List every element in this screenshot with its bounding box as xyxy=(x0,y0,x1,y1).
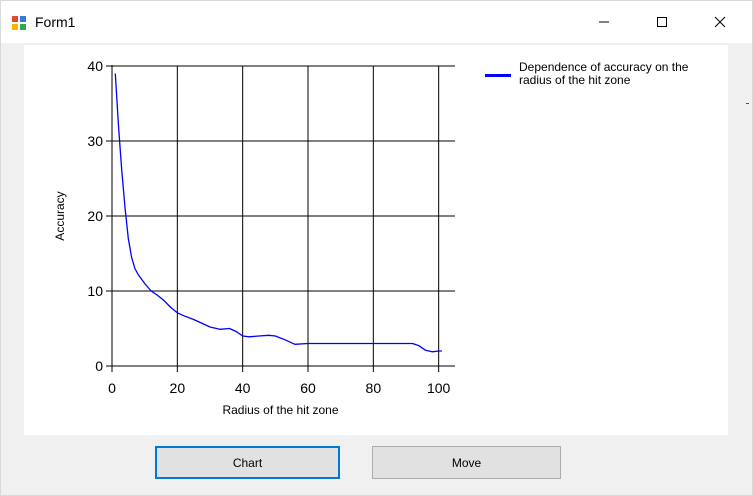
chart-grid xyxy=(112,65,455,366)
maximize-button[interactable] xyxy=(633,1,691,43)
x-tick-label: 0 xyxy=(108,380,116,396)
chart-button[interactable]: Chart xyxy=(155,446,340,479)
chart-axes xyxy=(106,65,455,372)
chart-panel: 0 10 20 30 40 0 20 40 60 80 100 Radius of the hit … xyxy=(24,45,728,435)
legend-series-swatch xyxy=(485,74,511,77)
y-tick-label: 40 xyxy=(87,58,103,74)
y-tick-label: 30 xyxy=(87,133,103,149)
window-edge-mark xyxy=(746,103,749,104)
window-title: Form1 xyxy=(35,14,76,30)
x-axis-label: Radius of the hit zone xyxy=(222,403,338,417)
chart-tick-labels: 0 10 20 30 40 0 20 40 60 80 100 xyxy=(87,58,450,396)
y-tick-label: 20 xyxy=(87,208,103,224)
minimize-button[interactable] xyxy=(575,1,633,43)
y-tick-label: 10 xyxy=(87,283,103,299)
x-tick-label: 60 xyxy=(300,380,316,396)
title-bar[interactable]: Form1 xyxy=(1,1,752,43)
move-button[interactable]: Move xyxy=(372,446,561,479)
y-tick-label: 0 xyxy=(95,358,103,374)
accuracy-chart: 0 10 20 30 40 0 20 40 60 80 100 Radius of the hit … xyxy=(53,58,455,417)
x-tick-label: 20 xyxy=(170,380,186,396)
x-tick-label: 80 xyxy=(366,380,382,396)
chart-legend: Dependence of accuracy on the radius of … xyxy=(485,61,715,87)
legend-series-label: Dependence of accuracy on the radius of … xyxy=(519,60,689,87)
y-axis-label: Accuracy xyxy=(53,191,67,240)
chart-series xyxy=(114,73,442,353)
form-app-icon xyxy=(11,15,27,31)
close-button[interactable] xyxy=(691,1,749,43)
minimize-icon xyxy=(599,21,609,23)
series-line-0 xyxy=(114,73,442,353)
x-tick-label: 100 xyxy=(427,380,451,396)
x-tick-label: 40 xyxy=(235,380,251,396)
close-icon xyxy=(714,16,726,28)
maximize-icon xyxy=(657,17,667,27)
